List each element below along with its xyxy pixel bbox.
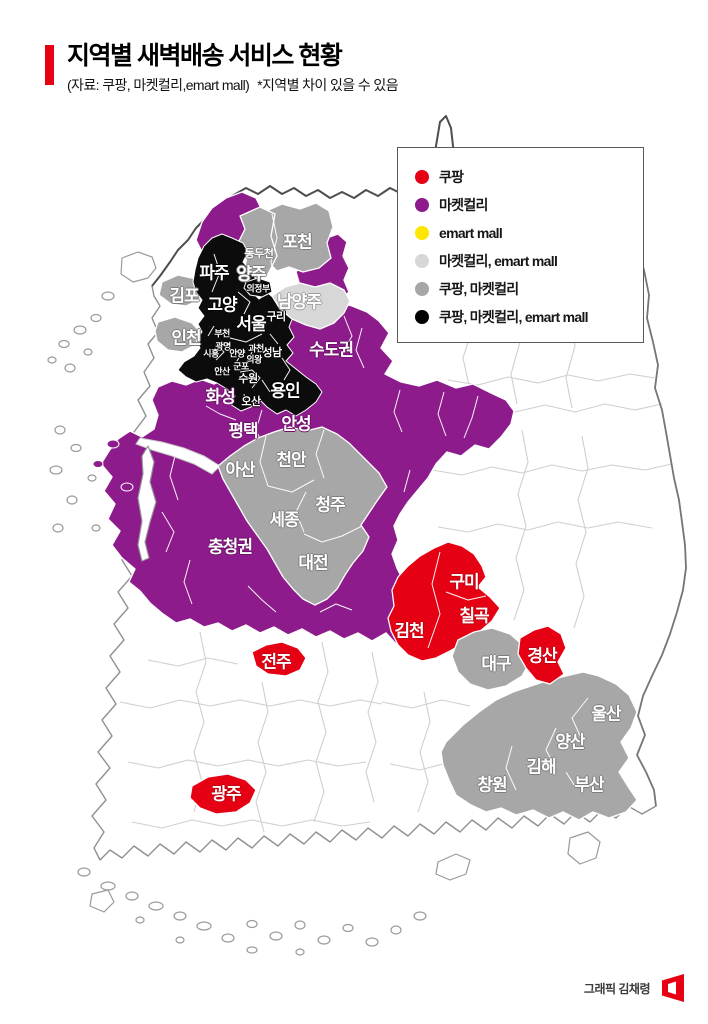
legend-label: 마켓컬리 — [439, 197, 488, 213]
title-accent-bar — [45, 45, 54, 85]
ganghwa-island — [120, 251, 157, 283]
southeast-inner-borders — [505, 697, 589, 791]
legend-item: 쿠팡 — [415, 163, 633, 191]
legend-label: 쿠팡, 마켓컬리 — [439, 281, 519, 297]
publisher-logo-icon — [662, 974, 684, 1002]
legend-item: 쿠팡, 마켓컬리 — [415, 275, 633, 303]
pocheon-inner-border — [270, 213, 278, 281]
gumi-inner-borders — [427, 551, 487, 649]
region-gyeongsan — [517, 625, 567, 685]
legend-swatch-coupang — [415, 170, 429, 184]
legend-swatch-coupang-kurly — [415, 282, 429, 296]
region-daegu — [451, 627, 531, 691]
region-namyangju — [271, 282, 351, 330]
regions-all-services — [177, 233, 323, 417]
anmyeondo-island — [137, 445, 157, 562]
regions-coupang — [189, 541, 567, 815]
region-uijeongbu — [243, 277, 273, 298]
legend-label: emart mall — [439, 225, 503, 241]
region-gimcheon-gumi-chilgok — [387, 541, 501, 662]
legend-swatch-emart — [415, 226, 429, 240]
legend-label: 마켓컬리, emart mall — [439, 253, 558, 269]
metro-inner-borders — [207, 253, 291, 407]
region-chungcheong-gray — [217, 426, 388, 606]
geoje-island — [567, 831, 601, 865]
credit: 그래픽 김채령 — [584, 974, 687, 1002]
purple-inner-borders — [161, 315, 479, 613]
legend-box: 쿠팡 마켓컬리 emart mall 마켓컬리, emart mall 쿠팡, … — [397, 147, 644, 343]
legend-swatch-all — [415, 310, 429, 324]
jindo-island — [89, 889, 115, 913]
namhae-island — [435, 853, 471, 881]
chungcheong-inner-borders — [259, 429, 363, 543]
legend-item: 마켓컬리 — [415, 191, 633, 219]
legend-label: 쿠팡 — [439, 169, 464, 185]
region-jeonju — [251, 641, 307, 677]
regions-coupang-marketkurly — [154, 202, 638, 821]
page-subtitle: (자료: 쿠팡, 마켓컬리,emart mall) *지역별 차이 있을 수 있음 — [67, 75, 399, 95]
subtitle-note: *지역별 차이 있을 수 있음 — [257, 76, 398, 93]
region-incheon — [154, 316, 202, 353]
legend-item: emart mall — [415, 219, 633, 247]
page-title: 지역별 새벽배송 서비스 현황 — [67, 42, 343, 70]
legend-item: 쿠팡, 마켓컬리, emart mall — [415, 303, 633, 331]
credit-text: 그래픽 김채령 — [583, 981, 651, 996]
region-gwangju — [189, 773, 257, 815]
page-header: 지역별 새벽배송 서비스 현황 (자료: 쿠팡, 마켓컬리,emart mall… — [45, 42, 399, 95]
legend-swatch-marketkurly — [415, 198, 429, 212]
legend-swatch-kurly-emart — [415, 254, 429, 268]
subtitle-source: (자료: 쿠팡, 마켓컬리,emart mall) — [67, 76, 250, 93]
legend-label: 쿠팡, 마켓컬리, emart mall — [439, 309, 589, 325]
islands — [47, 251, 601, 956]
legend-item: 마켓컬리, emart mall — [415, 247, 633, 275]
east-coast-line — [631, 189, 687, 807]
